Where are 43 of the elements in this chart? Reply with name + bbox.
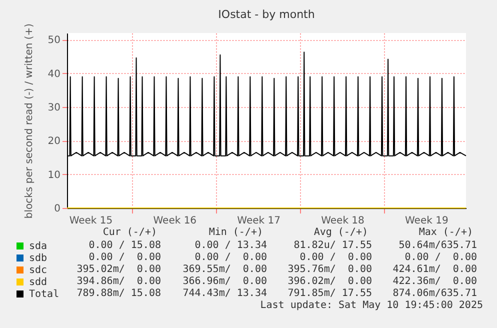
y-axis-title: blocks per second read (-) / written (+) [24, 23, 35, 219]
y-tick-label: 40 [48, 68, 60, 80]
chart-title: IOstat - by month [218, 8, 315, 21]
legend-label: Total [29, 289, 60, 300]
y-tick-label: 50 [48, 35, 60, 46]
text: 395.02m/ 0.00 [76, 264, 161, 276]
y-tick-label: 10 [48, 170, 60, 181]
text: 396.02m/ 0.00 [288, 276, 372, 288]
text: Avg (-/+) [314, 227, 368, 239]
x-tick-label: Week 16 [153, 216, 197, 226]
text: 0.00 / 0.00 [194, 252, 267, 264]
text: 81.82u/ 17.55 [294, 240, 372, 252]
y-tick-label: 30 [48, 102, 60, 114]
text: 789.88m/ 15.08 [76, 288, 161, 300]
x-tick-label: Week 15 [69, 216, 113, 226]
text: 0.00 / 13.34 [194, 240, 267, 252]
text: 395.76m/ 0.00 [288, 264, 372, 276]
text: 424.61m/ 0.00 [392, 264, 477, 276]
text: 0.00 / 15.08 [88, 240, 161, 252]
text: 366.96m/ 0.00 [182, 276, 267, 288]
text: 0.00 / 0.00 [300, 252, 372, 264]
text: 422.36m/ 0.00 [392, 276, 477, 288]
text: 791.85m/ 17.55 [288, 288, 372, 300]
legend-label: sdd [29, 277, 48, 288]
text: Max (-/+) [418, 227, 473, 239]
text: 0.00 / 0.00 [88, 252, 161, 264]
y-tick-label: 20 [48, 136, 60, 148]
text: 874.06m/635.71 [392, 288, 477, 300]
text: Cur (-/+) [102, 227, 157, 239]
y-tick-label: 0 [54, 204, 60, 214]
text: 0.00 / 0.00 [404, 252, 477, 264]
text: 744.43m/ 13.34 [182, 288, 267, 300]
x-tick-label: Week 19 [405, 216, 448, 226]
text: 394.86m/ 0.00 [76, 276, 161, 288]
legend-label: sdc [29, 265, 48, 276]
x-tick-label: Week 18 [321, 216, 364, 226]
legend-label: sda [29, 241, 48, 252]
legend-label: sdb [29, 253, 48, 264]
text: Min (-/+) [208, 227, 263, 239]
text: Last update: Sat May 10 19:45:00 2025 [260, 300, 483, 312]
text: 50.64m/635.71 [398, 240, 477, 252]
x-tick-label: Week 17 [237, 216, 280, 226]
text: 369.55m/ 0.00 [182, 264, 267, 276]
